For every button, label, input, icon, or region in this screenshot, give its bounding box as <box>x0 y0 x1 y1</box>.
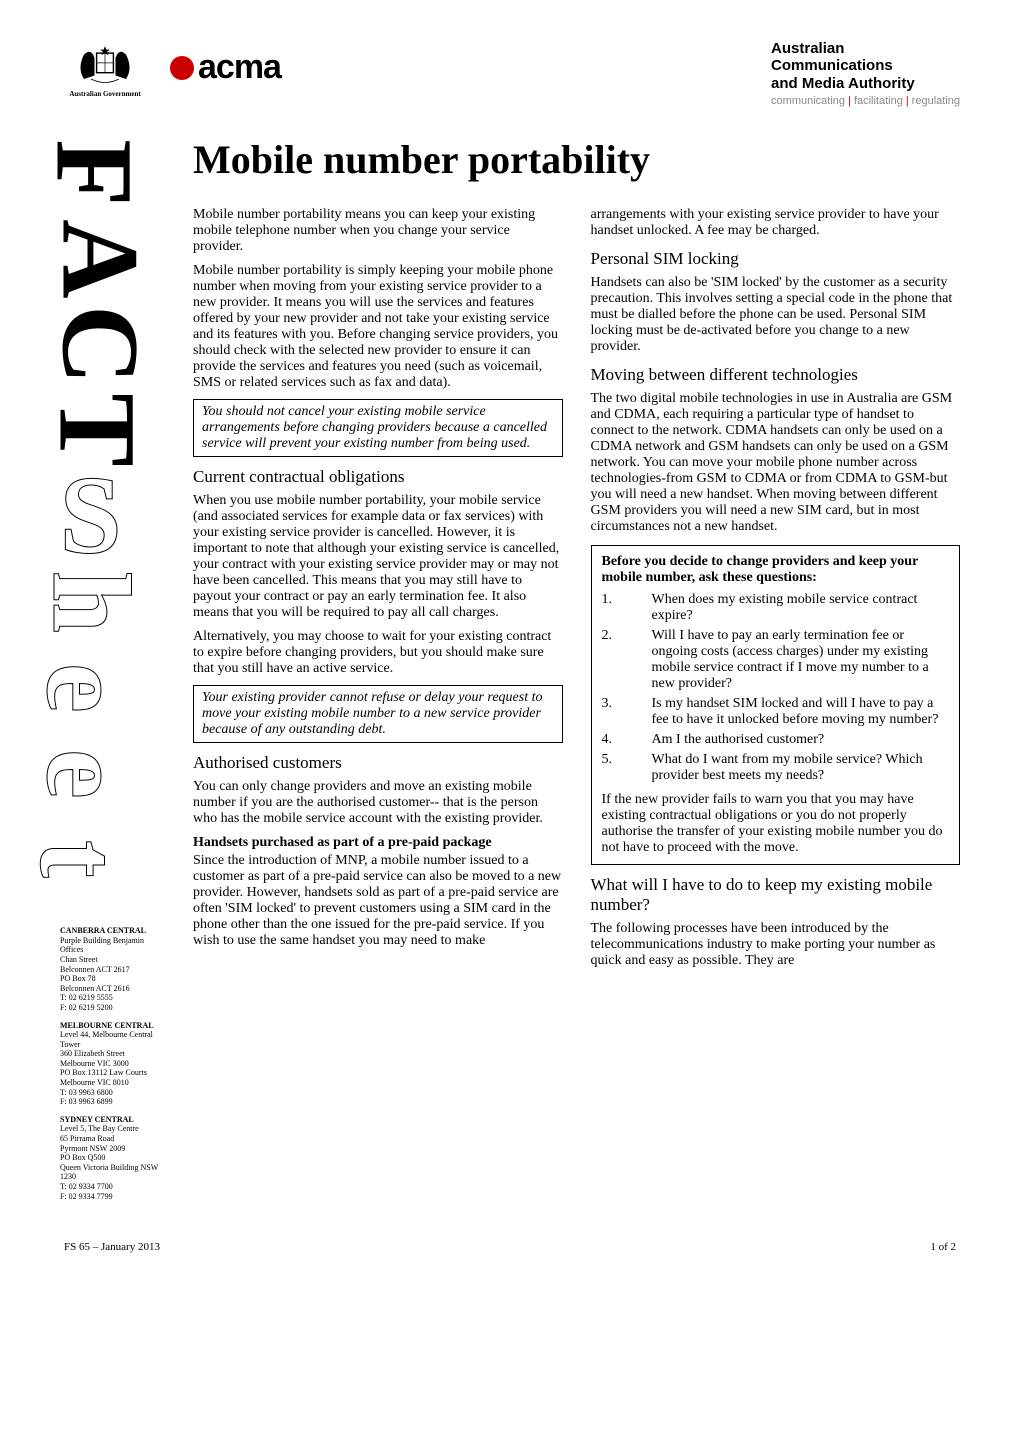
sidebar: F A C T S h e e t CANBERRA CENTRALPurple… <box>60 130 165 1201</box>
body-para: Alternatively, you may choose to wait fo… <box>193 629 563 677</box>
questions-list: 1.When does my existing mobile service c… <box>602 592 950 784</box>
office-line: F: 02 6219 5200 <box>60 1003 165 1013</box>
intro-para: Mobile number portability is simply keep… <box>193 263 563 391</box>
office-name: CANBERRA CENTRAL <box>60 926 165 936</box>
acma-logo: acma <box>170 48 281 87</box>
authority-tagline: communicating|facilitating|regulating <box>771 95 960 107</box>
section-heading: Current contractual obligations <box>193 467 563 487</box>
office-line: T: 02 9334 7700 <box>60 1182 165 1192</box>
questions-trailer: If the new provider fails to warn you th… <box>602 792 950 856</box>
intro-para: Mobile number portability means you can … <box>193 207 563 255</box>
office-addresses: CANBERRA CENTRALPurple Building Benjamin… <box>60 926 165 1201</box>
office-line: F: 02 9334 7799 <box>60 1192 165 1202</box>
office-line: Purple Building Benjamin Offices <box>60 936 165 955</box>
office-line: Belconnen ACT 2616 <box>60 984 165 994</box>
page-title: Mobile number portability <box>193 136 960 183</box>
office-line: Level 5, The Bay Centre <box>60 1124 165 1134</box>
body-para: The two digital mobile technologies in u… <box>591 391 961 535</box>
office-line: PO Box 13112 Law Courts <box>60 1068 165 1078</box>
office-line: Pyrmont NSW 2009 <box>60 1144 165 1154</box>
question-item: 4.Am I the authorised customer? <box>602 732 950 748</box>
office-line: Melbourne VIC 3000 <box>60 1059 165 1069</box>
office-line: F: 03 9963 6899 <box>60 1097 165 1107</box>
page-footer: FS 65 – January 2013 1 of 2 <box>60 1241 960 1253</box>
office-line: PO Box 78 <box>60 974 165 984</box>
body-para: The following processes have been introd… <box>591 921 961 969</box>
subsection-heading: Handsets purchased as part of a pre-paid… <box>193 835 563 851</box>
aus-gov-crest: Australian Government <box>60 40 150 110</box>
footer-right: 1 of 2 <box>930 1241 956 1253</box>
main-content: Mobile number portability Mobile number … <box>193 130 960 1201</box>
acma-text: acma <box>198 48 281 87</box>
question-item: 2.Will I have to pay an early terminatio… <box>602 628 950 692</box>
question-item: 1.When does my existing mobile service c… <box>602 592 950 624</box>
gov-label: Australian Government <box>69 90 140 98</box>
footer-left: FS 65 – January 2013 <box>64 1241 160 1253</box>
section-heading: What will I have to do to keep my existi… <box>591 875 961 915</box>
office-line: 360 Elizabeth Street <box>60 1049 165 1059</box>
office-line: T: 03 9963 6800 <box>60 1088 165 1098</box>
office-line: PO Box Q500 <box>60 1153 165 1163</box>
office-line: 65 Pirrama Road <box>60 1134 165 1144</box>
office-line: Belconnen ACT 2617 <box>60 965 165 975</box>
factsheet-wordmark: F A C T S h e e t <box>60 130 165 902</box>
page-header: Australian Government acma Australian Co… <box>60 40 960 110</box>
question-item: 3.Is my handset SIM locked and will I ha… <box>602 696 950 728</box>
callout-box: You should not cancel your existing mobi… <box>193 399 563 457</box>
body-para: When you use mobile number portability, … <box>193 493 563 621</box>
question-item: 5.What do I want from my mobile service?… <box>602 752 950 784</box>
article-body: Mobile number portability means you can … <box>193 207 960 969</box>
authority-name: Australian Communications and Media Auth… <box>771 40 960 92</box>
office-name: MELBOURNE CENTRAL <box>60 1021 165 1031</box>
section-heading: Moving between different technologies <box>591 365 961 385</box>
section-heading: Authorised customers <box>193 753 563 773</box>
body-para: Handsets can also be 'SIM locked' by the… <box>591 275 961 355</box>
office-line: Chan Street <box>60 955 165 965</box>
office-line: T: 02 6219 5555 <box>60 993 165 1003</box>
office-line: Queen Victoria Building NSW 1230 <box>60 1163 165 1182</box>
office-line: Melbourne VIC 8010 <box>60 1078 165 1088</box>
callout-box: Your existing provider cannot refuse or … <box>193 685 563 743</box>
office-line: Level 44, Melbourne Central Tower <box>60 1030 165 1049</box>
questions-lead: Before you decide to change providers an… <box>602 554 950 586</box>
section-heading: Personal SIM locking <box>591 249 961 269</box>
acma-dot-icon <box>170 56 194 80</box>
coat-of-arms-icon <box>70 40 140 90</box>
authority-block: Australian Communications and Media Auth… <box>771 40 960 107</box>
questions-box: Before you decide to change providers an… <box>591 545 961 865</box>
office-name: SYDNEY CENTRAL <box>60 1115 165 1125</box>
body-para: You can only change providers and move a… <box>193 779 563 827</box>
